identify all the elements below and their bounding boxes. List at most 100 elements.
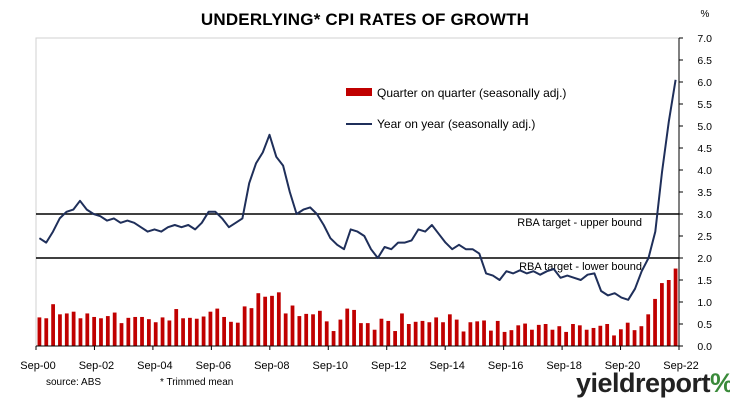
brand-name: yieldreport bbox=[576, 368, 711, 398]
qoq-bar bbox=[215, 308, 220, 346]
qoq-bar bbox=[365, 323, 370, 346]
qoq-bar bbox=[235, 322, 240, 346]
qoq-bar bbox=[263, 296, 268, 346]
qoq-bar bbox=[338, 319, 343, 346]
qoq-bar bbox=[146, 319, 151, 346]
qoq-bar bbox=[359, 323, 363, 346]
qoq-bar bbox=[612, 335, 616, 346]
qoq-bar bbox=[331, 331, 336, 346]
qoq-bar bbox=[160, 317, 165, 346]
chart-title: UNDERLYING* CPI RATES OF GROWTH bbox=[200, 10, 530, 29]
qoq-bar bbox=[420, 320, 425, 346]
y-tick-label: 4.5 bbox=[697, 143, 712, 155]
qoq-bar bbox=[229, 321, 233, 346]
x-tick-label: Sep-00 bbox=[20, 360, 55, 372]
qoq-bar bbox=[105, 316, 110, 346]
qoq-bar bbox=[577, 325, 582, 346]
qoq-bar bbox=[345, 308, 350, 346]
qoq-bar bbox=[276, 292, 281, 346]
qoq-bar bbox=[297, 316, 302, 346]
qoq-bar bbox=[618, 329, 623, 346]
y-tick-label: 5.5 bbox=[697, 99, 712, 111]
qoq-bar bbox=[660, 283, 664, 346]
qoq-bar bbox=[653, 298, 657, 346]
plot-frame bbox=[35, 37, 680, 347]
qoq-bar bbox=[400, 313, 404, 346]
qoq-bar bbox=[242, 306, 247, 346]
qoq-bar bbox=[256, 293, 261, 346]
qoq-bar bbox=[523, 323, 527, 346]
qoq-bar bbox=[311, 314, 315, 346]
legend-bar-label: Quarter on quarter (seasonally adj.) bbox=[377, 86, 566, 100]
y-tick-label: 6.5 bbox=[697, 55, 712, 67]
qoq-bar bbox=[550, 329, 555, 346]
x-axis: Sep-00 Sep-02 Sep-04 Sep-06 Sep-08 Sep-10 Sep-… bbox=[20, 345, 699, 372]
qoq-bar bbox=[317, 310, 322, 346]
qoq-bar bbox=[447, 314, 452, 346]
qoq-bar bbox=[495, 320, 500, 346]
qoq-bar bbox=[406, 324, 411, 346]
qoq-bar bbox=[112, 312, 117, 346]
qoq-bar bbox=[591, 327, 596, 346]
y-tick-label: 0.5 bbox=[697, 319, 712, 331]
qoq-bars bbox=[37, 268, 678, 346]
y-tick-label: 5.0 bbox=[697, 121, 712, 133]
qoq-bar bbox=[557, 326, 562, 346]
qoq-bar bbox=[386, 320, 391, 346]
qoq-bar bbox=[461, 331, 466, 346]
qoq-bar bbox=[270, 295, 274, 346]
x-tick-label: Sep-04 bbox=[137, 360, 172, 372]
qoq-bar bbox=[126, 317, 131, 346]
qoq-bar bbox=[666, 280, 671, 346]
legend-bar-swatch bbox=[346, 88, 372, 96]
x-tick-label: Sep-14 bbox=[429, 360, 464, 372]
qoq-bar bbox=[393, 331, 398, 346]
y-tick-label: 4.0 bbox=[697, 165, 712, 177]
qoq-bar bbox=[571, 324, 575, 346]
y-tick-label: 1.5 bbox=[697, 275, 712, 287]
qoq-bar bbox=[564, 331, 569, 346]
qoq-bar bbox=[454, 319, 459, 346]
qoq-bar bbox=[352, 309, 356, 346]
y-axis: 0.0 0.5 1.0 1.5 2.0 2.5 3.0 3.5 4.0 4.5 5.0 5.5 6.0 6… bbox=[678, 33, 712, 353]
footnote: * Trimmed mean bbox=[160, 377, 234, 388]
source-note: source: ABS bbox=[46, 377, 102, 388]
qoq-bar bbox=[133, 316, 138, 346]
qoq-bar bbox=[372, 329, 377, 346]
qoq-bar bbox=[646, 314, 651, 346]
qoq-bar bbox=[194, 318, 199, 346]
qoq-bar bbox=[324, 321, 329, 346]
legend-line-label: Year on year (seasonally adj.) bbox=[377, 117, 535, 131]
y-unit-label: % bbox=[701, 9, 710, 20]
qoq-bar bbox=[530, 329, 534, 346]
qoq-bar bbox=[598, 325, 603, 346]
qoq-bar bbox=[283, 313, 288, 346]
qoq-bar bbox=[489, 330, 493, 346]
qoq-bar bbox=[413, 321, 418, 346]
qoq-bar bbox=[441, 322, 445, 346]
qoq-bar bbox=[625, 322, 630, 346]
qoq-bar bbox=[673, 268, 678, 346]
qoq-bar bbox=[434, 317, 439, 346]
qoq-bar bbox=[119, 323, 124, 346]
y-tick-label: 3.5 bbox=[697, 187, 712, 199]
qoq-bar bbox=[167, 320, 172, 346]
qoq-bar bbox=[632, 330, 637, 346]
qoq-bar bbox=[639, 326, 644, 346]
x-tick-label: Sep-02 bbox=[79, 360, 114, 372]
qoq-bar bbox=[427, 322, 432, 346]
y-tick-label: 3.0 bbox=[697, 209, 712, 221]
x-tick-label: Sep-10 bbox=[313, 360, 348, 372]
qoq-bar bbox=[174, 309, 179, 346]
qoq-bar bbox=[58, 314, 62, 346]
qoq-bar bbox=[78, 318, 83, 346]
reference-label: RBA target - upper bound bbox=[517, 217, 642, 229]
x-tick-label: Sep-16 bbox=[488, 360, 523, 372]
qoq-bar bbox=[153, 322, 158, 346]
qoq-bar bbox=[51, 304, 55, 346]
qoq-bar bbox=[379, 318, 384, 346]
x-tick-label: Sep-06 bbox=[196, 360, 231, 372]
qoq-bar bbox=[71, 311, 76, 346]
percent-icon: % bbox=[710, 368, 730, 398]
